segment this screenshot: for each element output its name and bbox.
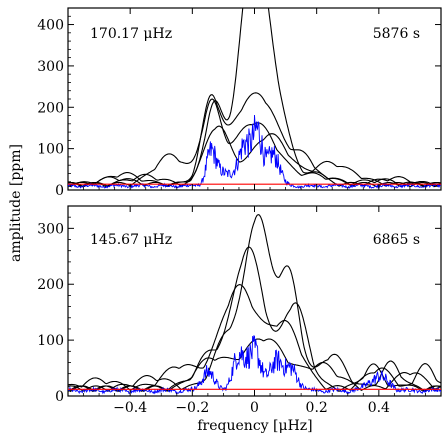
top-series-4	[68, 114, 441, 190]
bottom-ytick-label: 0	[55, 389, 64, 405]
top-y-ticks: 0 100 200 300 400	[37, 15, 441, 199]
bottom-panel: 0 100 200 300 −0.4 −0.2 0 0.2 0.4 145.67 μHz 68…	[37, 205, 442, 416]
top-ytick-label: 400	[37, 18, 64, 34]
bottom-annotation-left: 145.67 μHz	[90, 232, 172, 248]
bottom-xtick-label: 0	[250, 400, 259, 416]
bottom-xtick-label: −0.4	[113, 400, 147, 416]
top-annotation-right: 5876 s	[373, 26, 420, 42]
bottom-series-3	[68, 338, 441, 393]
bottom-xtick-label: −0.2	[175, 400, 209, 416]
bottom-x-ticks: −0.4 −0.2 0 0.2 0.4	[83, 206, 426, 416]
top-series-1	[68, 92, 441, 188]
x-axis-label: frequency [μHz]	[197, 418, 312, 434]
bottom-series-1	[68, 246, 441, 393]
bottom-annotation-right: 6865 s	[373, 232, 420, 248]
bottom-xtick-label: 0.2	[306, 400, 328, 416]
bottom-xtick-label: 0.4	[368, 400, 390, 416]
top-series-3	[68, 125, 441, 188]
top-x-ticks	[83, 8, 426, 190]
bottom-ytick-label: 300	[37, 221, 64, 237]
top-ytick-label: 0	[55, 183, 64, 199]
bottom-ytick-label: 100	[37, 333, 64, 349]
y-axis-label: amplitude [ppm]	[8, 144, 24, 262]
top-annotation-left: 170.17 μHz	[90, 26, 172, 42]
top-panel: 0 100 200 300 400 170.17 μHz 5876 s	[37, 7, 442, 199]
top-ytick-label: 300	[37, 59, 64, 75]
top-ytick-label: 200	[37, 100, 64, 116]
top-ytick-label: 100	[37, 142, 64, 158]
bottom-ytick-label: 200	[37, 277, 64, 293]
bottom-y-ticks: 0 100 200 300	[37, 216, 441, 405]
